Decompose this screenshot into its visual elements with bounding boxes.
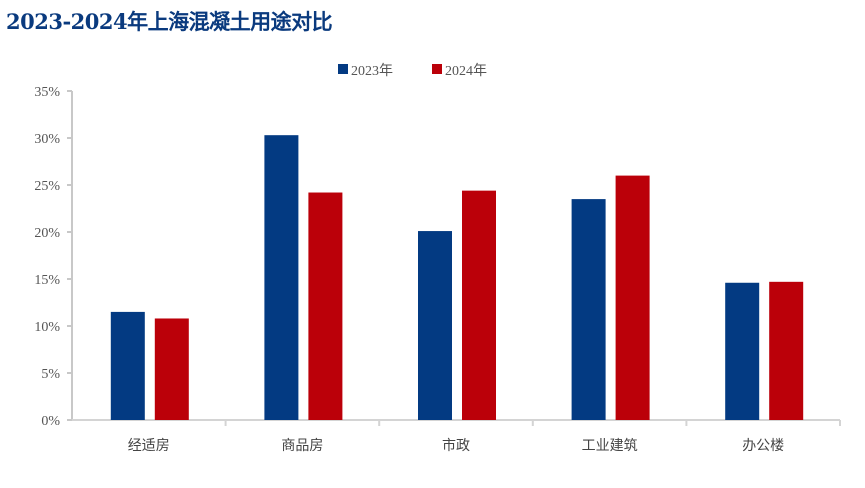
bar-2023年-办公楼 [725,282,760,420]
legend-swatch-2023年 [338,64,348,74]
bar-2024年-办公楼 [769,281,804,420]
y-tick-label: 35% [34,85,60,100]
legend-swatch-2024年 [432,64,442,74]
x-category-label: 工业建筑 [582,438,638,454]
y-tick-label: 15% [34,273,60,288]
bar-2024年-商品房 [308,192,343,420]
y-tick-label: 5% [41,367,60,382]
legend-label: 2023年 [351,63,393,79]
bar-2024年-经适房 [154,318,189,420]
bar-2023年-市政 [418,231,452,420]
bar-2023年-商品房 [264,135,299,420]
bar-2024年-市政 [462,190,496,420]
bar-2024年-工业建筑 [615,175,650,420]
bar-2023年-经适房 [110,311,145,420]
x-category-label: 商品房 [281,438,323,454]
chart-title: 2023-2024年上海混凝土用途对比 [6,9,333,34]
y-tick-label: 0% [41,414,60,429]
y-tick-label: 10% [34,320,60,335]
y-tick-label: 20% [34,226,60,241]
y-tick-label: 30% [34,132,60,147]
x-category-label: 市政 [442,437,470,454]
legend-label: 2024年 [445,63,487,79]
y-tick-label: 25% [34,179,60,194]
bar-2023年-工业建筑 [571,199,606,420]
x-category-label: 办公楼 [742,438,784,454]
x-category-label: 经适房 [128,438,170,454]
